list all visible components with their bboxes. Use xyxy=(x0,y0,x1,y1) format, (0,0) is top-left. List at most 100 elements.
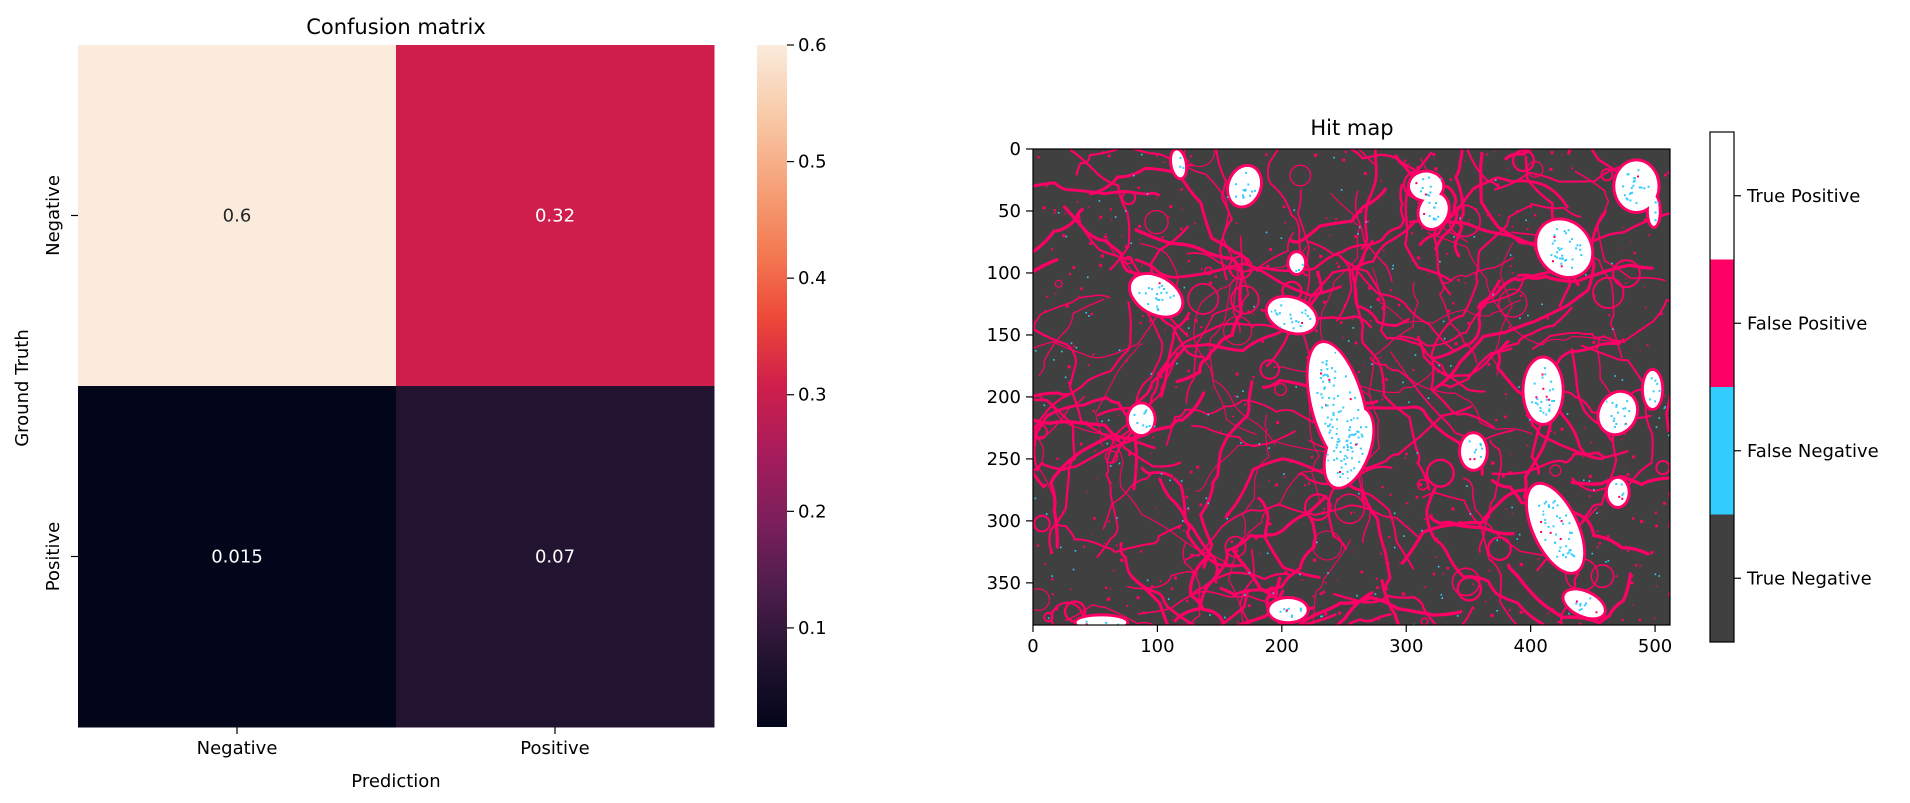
hm-xtick-label: 200 xyxy=(1265,636,1299,657)
fn-speck xyxy=(1301,311,1304,314)
fp-streak xyxy=(1338,254,1486,393)
fn-speck xyxy=(1065,235,1068,238)
fp-speck xyxy=(1100,254,1104,258)
fp-speck xyxy=(1385,378,1388,381)
cm-cell-0-1 xyxy=(396,45,715,387)
confusion-matrix-colorbar: 0.1 0.2 0.3 0.4 0.5 0.6 xyxy=(757,35,827,727)
fn-speck xyxy=(1292,327,1295,330)
fn-speck xyxy=(1327,425,1329,428)
fn-speck xyxy=(1555,256,1558,259)
fp-speck xyxy=(1387,562,1390,565)
fn-speck xyxy=(1361,435,1364,438)
fn-speck xyxy=(1596,512,1598,514)
fn-speck xyxy=(1365,426,1368,428)
fp-streak xyxy=(1033,181,1160,197)
fp-speck xyxy=(1451,507,1455,511)
fp-speck xyxy=(1634,564,1638,567)
fp-streak xyxy=(1190,571,1291,599)
fp-speck xyxy=(1205,418,1207,420)
fp-speck xyxy=(1152,436,1154,439)
fp-ring xyxy=(1266,586,1279,599)
fn-speck xyxy=(1045,513,1048,515)
fn-speck xyxy=(1289,313,1292,316)
fp-speck xyxy=(1316,272,1320,276)
fn-speck xyxy=(1107,419,1110,422)
fp-speck xyxy=(1056,457,1059,460)
fn-speck xyxy=(1626,173,1629,176)
fn-speck xyxy=(1568,612,1570,615)
fp-speck xyxy=(1251,432,1253,434)
fp-speck xyxy=(1299,462,1302,466)
fn-speck xyxy=(1287,607,1290,610)
fn-speck xyxy=(1428,176,1431,179)
fn-speck xyxy=(1509,254,1512,256)
fp-speck xyxy=(1561,154,1563,156)
fn-speck xyxy=(1433,206,1436,209)
fn-speck xyxy=(1560,262,1563,265)
fp-speck xyxy=(1639,349,1641,351)
fn-speck xyxy=(1547,504,1550,507)
fp-speck xyxy=(1175,386,1178,388)
fp-speck xyxy=(1181,208,1183,210)
fn-speck xyxy=(1328,431,1331,434)
fp-streak xyxy=(1033,395,1086,439)
fp-streak xyxy=(1531,299,1670,350)
fn-speck xyxy=(1496,539,1498,542)
fn-speck xyxy=(1650,377,1653,380)
fp-speck xyxy=(1067,365,1071,369)
fn-speck xyxy=(1087,276,1089,279)
fp-speck xyxy=(1187,259,1190,263)
fn-speck xyxy=(1440,594,1443,596)
fp-speck xyxy=(1319,254,1323,258)
fp-speck xyxy=(1323,300,1326,304)
fp-speck xyxy=(1171,619,1173,621)
fp-speck xyxy=(1383,249,1385,252)
fp-speck xyxy=(1086,492,1088,494)
fn-speck xyxy=(1341,473,1344,475)
fp-speck xyxy=(1336,498,1339,501)
hm-colorbar-segment xyxy=(1710,387,1734,515)
fp-speck xyxy=(1336,262,1338,264)
fn-speck xyxy=(1615,423,1618,425)
fn-speck xyxy=(1266,552,1269,555)
fn-speck xyxy=(1226,196,1229,198)
fn-speck xyxy=(1356,443,1359,446)
fn-speck xyxy=(1427,397,1430,399)
fn-speck xyxy=(1371,363,1373,365)
fn-speck xyxy=(1580,608,1583,611)
fp-speck xyxy=(1625,282,1627,284)
fp-speck xyxy=(1187,508,1190,511)
fn-speck xyxy=(1325,404,1328,407)
fn-speck xyxy=(1652,390,1655,393)
fn-speck xyxy=(1466,485,1468,487)
fp-speck xyxy=(1150,453,1152,455)
fp-speck xyxy=(1050,551,1053,554)
fp-streak xyxy=(1453,149,1465,258)
fn-speck xyxy=(1112,626,1114,628)
fn-speck xyxy=(1320,377,1323,379)
fp-speck xyxy=(1638,618,1641,622)
fn-speck xyxy=(1554,533,1557,536)
fn-speck xyxy=(1628,410,1631,413)
fn-speck xyxy=(1556,251,1559,254)
fp-speck xyxy=(1046,295,1049,298)
fn-speck xyxy=(1061,350,1063,353)
fp-speck xyxy=(1434,537,1438,541)
tp-region xyxy=(1130,274,1182,316)
fp-speck xyxy=(1092,410,1095,413)
hit-map-colorbar-frame xyxy=(1709,131,1735,643)
hm-ytick-label: 200 xyxy=(987,387,1021,408)
fp-speck xyxy=(1549,167,1553,171)
fp-speck xyxy=(1036,544,1039,547)
fp-ring xyxy=(1104,450,1119,464)
fp-speck xyxy=(1079,442,1083,446)
fn-speck xyxy=(1183,286,1186,289)
fn-speck xyxy=(1147,303,1150,305)
fp-streak xyxy=(1502,203,1582,231)
fn-speck xyxy=(1473,236,1476,238)
fp-speck xyxy=(1376,298,1380,302)
fp-ring xyxy=(1054,279,1063,288)
confusion-matrix-ylabel: Ground Truth xyxy=(12,329,33,447)
fp-speck xyxy=(1655,524,1658,528)
fp-streak xyxy=(1034,393,1230,565)
